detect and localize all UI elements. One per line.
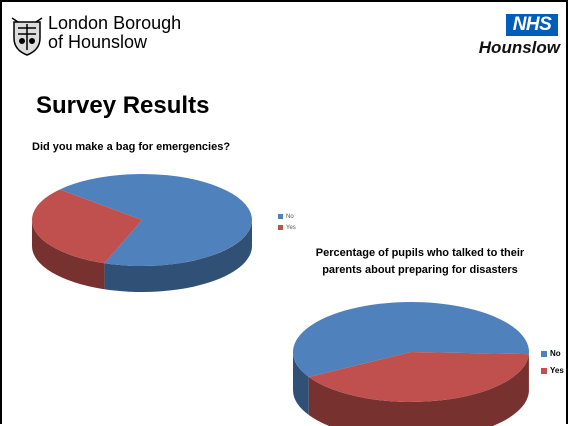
- chart2-pie: [288, 296, 534, 426]
- chart1-legend: No Yes: [278, 211, 296, 233]
- chart2-legend-label-no: No: [550, 349, 561, 358]
- nhs-organisation-name: Hounslow: [479, 38, 560, 58]
- nhs-logo: NHS: [506, 14, 558, 36]
- slide-title: Survey Results: [36, 92, 209, 120]
- borough-crest-logo: [10, 16, 44, 56]
- council-name-line1: London Borough: [48, 14, 181, 33]
- chart2-title-line1: Percentage of pupils who talked to their: [270, 245, 568, 262]
- chart2-legend-swatch-no: [541, 351, 547, 357]
- chart1-legend-item-yes: Yes: [278, 222, 296, 233]
- chart1-legend-label-no: No: [286, 214, 294, 220]
- chart1-pie: [30, 170, 258, 296]
- chart1-legend-swatch-yes: [278, 225, 283, 230]
- chart2-title: Percentage of pupils who talked to their…: [270, 245, 568, 279]
- chart2-legend-label-yes: Yes: [550, 366, 564, 375]
- chart2-legend-swatch-yes: [541, 368, 547, 374]
- council-name: London Borough of Hounslow: [48, 14, 181, 52]
- chart2-title-line2: parents about preparing for disasters: [270, 262, 568, 279]
- chart2-legend-item-no: No: [541, 345, 564, 362]
- chart2-legend-item-yes: Yes: [541, 362, 564, 379]
- chart1-legend-swatch-no: [278, 214, 283, 219]
- chart1-legend-item-no: No: [278, 211, 296, 222]
- chart1-legend-label-yes: Yes: [286, 225, 296, 231]
- council-name-line2: of Hounslow: [48, 33, 181, 52]
- chart1-title: Did you make a bag for emergencies?: [32, 141, 292, 153]
- chart2-legend: No Yes: [541, 345, 564, 379]
